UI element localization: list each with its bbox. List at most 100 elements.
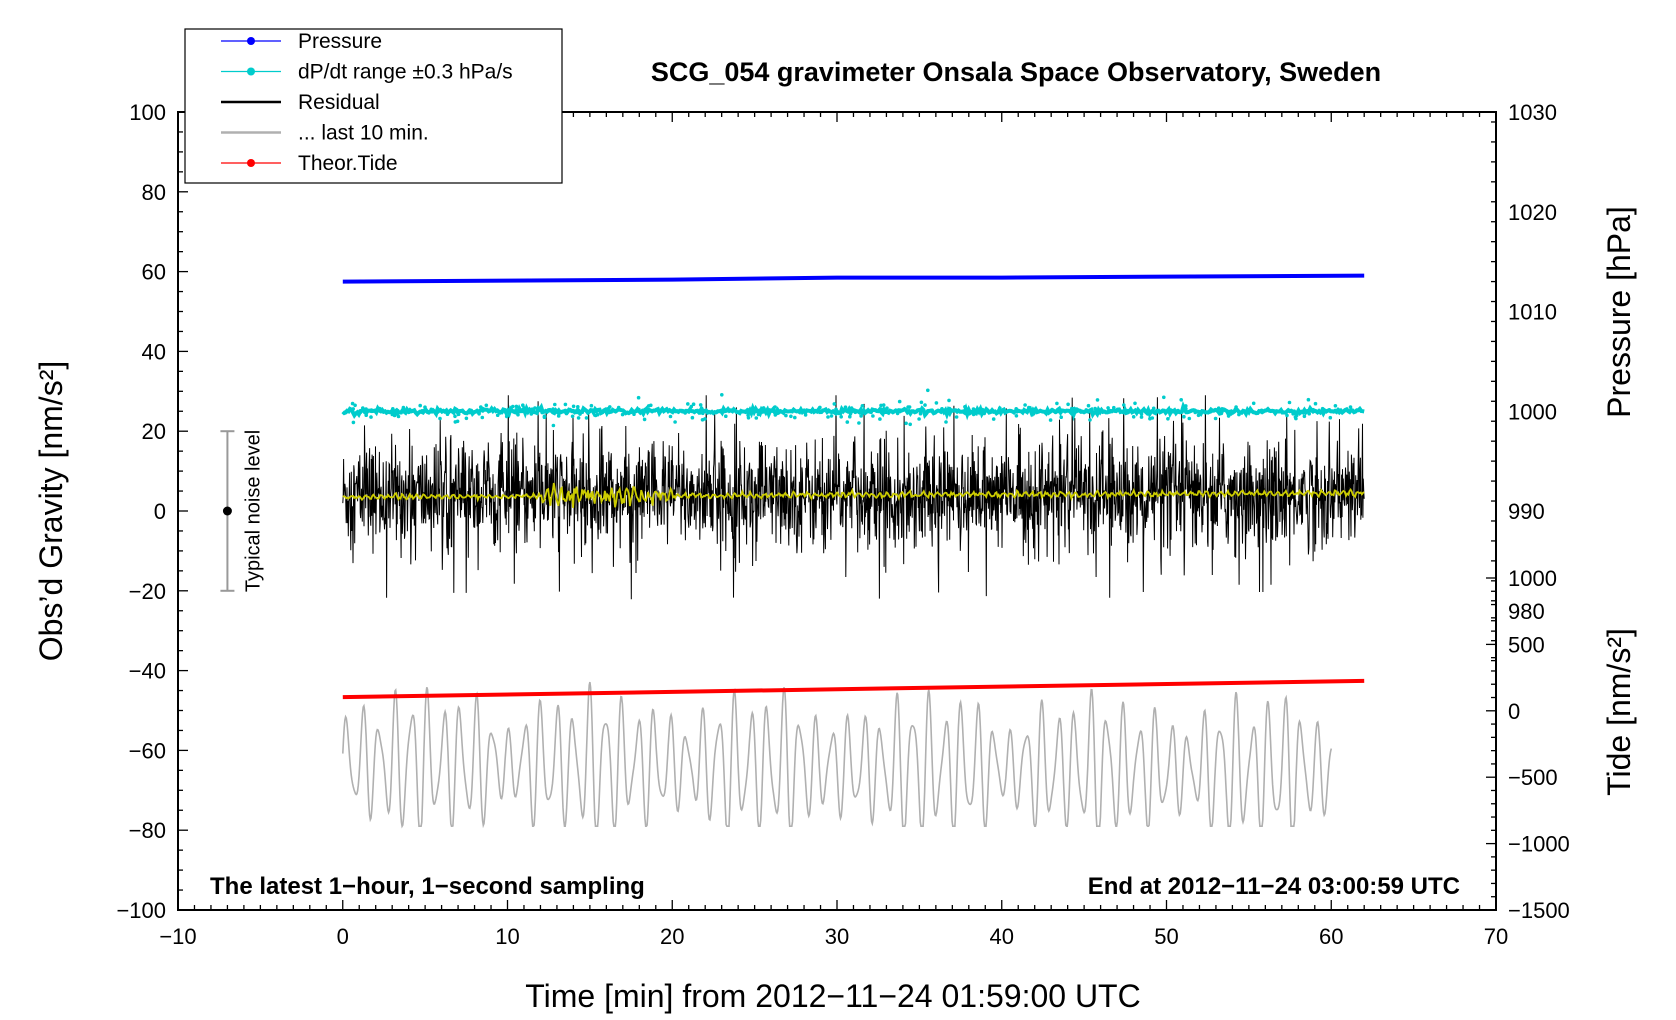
y-left-tick-label: −40	[129, 659, 166, 684]
x-tick-label: −10	[159, 924, 196, 949]
series-dpdt-point	[495, 409, 499, 413]
series-dpdt-point	[1184, 404, 1188, 408]
x-axis: −10 0 10 20 30 40 50 60 70	[159, 924, 1508, 949]
series-dpdt-point	[369, 408, 374, 412]
series-dpdt-point	[860, 404, 865, 408]
series-dpdt-point	[1166, 417, 1170, 421]
series-dpdt-point	[1139, 415, 1144, 419]
series-dpdt-point	[817, 409, 822, 414]
series-dpdt-point	[1086, 403, 1091, 408]
series-dpdt-point	[420, 409, 424, 413]
series-dpdt-point	[944, 420, 948, 424]
y-left-tick-label: 40	[142, 339, 166, 364]
series-dpdt-point	[606, 406, 611, 411]
legend-label: Pressure	[298, 30, 382, 53]
series-dpdt-point	[1291, 412, 1295, 416]
series-dpdt-point	[758, 408, 762, 413]
y-pressure-tick-label: 1010	[1508, 300, 1557, 325]
series-dpdt-point	[848, 414, 852, 419]
series-dpdt-point	[1133, 401, 1137, 406]
series-tide-line	[342, 678, 1365, 700]
series-dpdt-point	[1306, 397, 1311, 402]
legend-box	[184, 28, 563, 184]
series-dpdt-point	[857, 421, 861, 425]
series-dpdt-point	[589, 403, 594, 408]
y-pressure-tick-label: 1020	[1508, 200, 1557, 225]
series-dpdt-point	[1126, 408, 1130, 413]
series-dpdt-point	[595, 412, 600, 417]
series-dpdt-point	[514, 404, 519, 409]
series-dpdt-point	[1014, 407, 1018, 411]
series-dpdt-point	[793, 415, 797, 420]
y-left-tick-label: 20	[142, 419, 166, 444]
series-dpdt-point	[351, 420, 356, 425]
series-dpdt-point	[1295, 413, 1299, 418]
series-dpdt-point	[773, 405, 777, 409]
series-dpdt-point	[1348, 405, 1353, 409]
y-left-tick-label: 0	[154, 499, 166, 524]
series-dpdt-point	[540, 410, 544, 415]
y-axis-pressure: 1030 1020 1010 1000 990 980	[1508, 100, 1557, 624]
series-dpdt-point	[829, 414, 834, 418]
y-axis-tide: 1000 500 0 −500 −1000 −1500	[1508, 566, 1570, 923]
series-dpdt-point	[1231, 410, 1235, 415]
y-axis-left-title: Obs’d Gravity [nm/s²]	[33, 361, 69, 662]
series-dpdt-point	[547, 409, 551, 413]
x-tick-label: 60	[1319, 924, 1343, 949]
series-dpdt-point	[467, 410, 472, 415]
series-dpdt-point	[551, 407, 555, 411]
y-left-tick-label: −80	[129, 818, 166, 843]
chart-title: SCG_054 gravimeter Onsala Space Observat…	[651, 57, 1381, 87]
series-dpdt-point	[361, 406, 365, 410]
series-dpdt-point	[849, 406, 854, 410]
series-dpdt-point	[1237, 412, 1241, 417]
series-dpdt-point	[1106, 406, 1110, 410]
series-dpdt-point	[569, 408, 574, 413]
series-dpdt-point	[445, 412, 450, 417]
y-left-tick-label: 60	[142, 260, 166, 285]
series-dpdt-point	[1048, 418, 1053, 422]
y-left-tick-label: 100	[129, 100, 166, 125]
series-dpdt-point	[1285, 413, 1289, 418]
series-dpdt-point	[1059, 415, 1063, 420]
series-dpdt-point	[1294, 416, 1298, 421]
series-dpdt-point	[1053, 410, 1058, 415]
series-dpdt-point	[940, 407, 944, 411]
series-dpdt-point	[578, 412, 582, 416]
series-dpdt-point	[859, 414, 863, 418]
series-dpdt-point	[350, 401, 355, 406]
series-dpdt-point	[1112, 405, 1116, 410]
series-dpdt-point	[1313, 401, 1318, 406]
series-dpdt-point	[477, 412, 481, 416]
series-dpdt-point	[1056, 409, 1061, 414]
series-dpdt-point	[1088, 418, 1092, 422]
series-dpdt-point	[885, 406, 889, 411]
series-dpdt-point	[542, 414, 547, 419]
series-dpdt-point	[516, 412, 520, 417]
series-dpdt-point	[495, 413, 500, 418]
series-dpdt-point	[620, 412, 625, 417]
series-dpdt-point	[407, 410, 411, 415]
series-dpdt-point	[871, 414, 875, 418]
series-dpdt-point	[351, 407, 356, 411]
series-dpdt-point	[1033, 407, 1037, 412]
series-dpdt-point	[1131, 415, 1136, 419]
series-dpdt-point	[687, 408, 692, 413]
series-dpdt-point	[632, 412, 636, 417]
series-dpdt-point	[971, 407, 976, 411]
series-dpdt-point	[845, 420, 850, 424]
series-dpdt-point	[1287, 400, 1292, 405]
series-dpdt-point	[575, 410, 579, 415]
series-dpdt-point	[1014, 414, 1019, 418]
series-dpdt-point	[511, 404, 515, 409]
series-dpdt-point	[1074, 407, 1079, 411]
series-dpdt-point	[346, 408, 351, 413]
y-pressure-tick-label: 1000	[1508, 399, 1557, 424]
series-dpdt-point	[484, 403, 489, 408]
series-dpdt-point	[1182, 414, 1186, 419]
series-dpdt-point	[926, 388, 930, 393]
series-dpdt-point	[571, 404, 576, 409]
y-tide-tick-label: −1000	[1508, 832, 1570, 857]
series-dpdt-point	[1095, 398, 1100, 402]
series-dpdt-point	[521, 403, 525, 408]
